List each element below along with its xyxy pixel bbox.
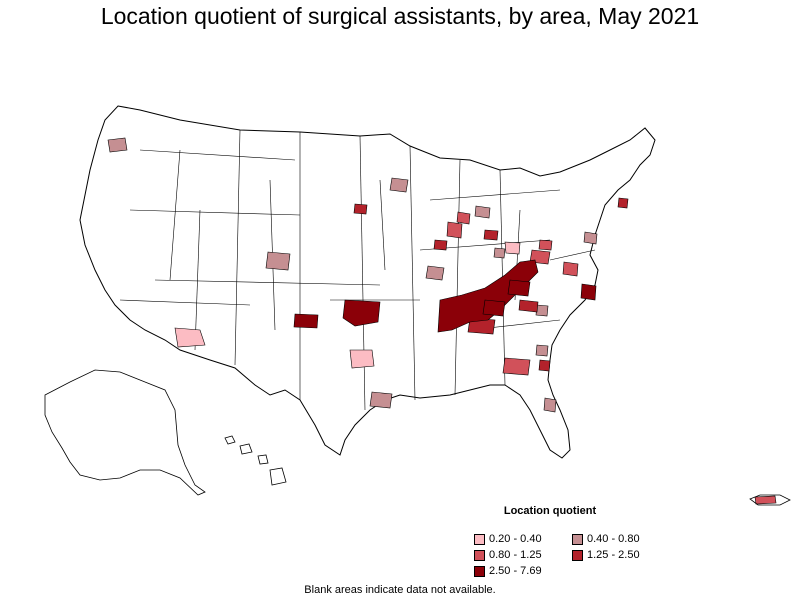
alaska-outline — [44, 369, 206, 496]
legend-label: 0.20 - 0.40 — [489, 533, 542, 545]
area-st-louis — [433, 239, 448, 251]
area-florida — [543, 397, 557, 413]
legend-item-4: 2.50 - 7.69 — [470, 564, 568, 578]
map-title: Location quotient of surgical assistants… — [100, 3, 700, 29]
legend-swatch — [474, 533, 485, 545]
area-michigan — [483, 229, 499, 241]
area-virginia — [562, 261, 579, 277]
legend-item-1: 0.40 - 0.80 — [568, 532, 666, 546]
area-ohio-west — [493, 247, 506, 259]
area-knoxville — [507, 279, 531, 297]
area-phoenix — [174, 327, 206, 348]
legend-swatch — [572, 533, 583, 545]
legend-label: 0.40 - 0.80 — [587, 533, 640, 545]
puerto-rico-outline — [749, 494, 791, 506]
area-minnesota — [389, 177, 409, 193]
area-pennsylvania — [538, 239, 553, 251]
area-georgia — [535, 344, 549, 357]
area-wisconsin-south — [456, 211, 471, 225]
area-carolina-coast — [502, 357, 531, 376]
area-missouri — [425, 265, 445, 281]
legend-swatch — [474, 549, 485, 561]
area-maryland — [583, 231, 598, 245]
area-virginia-coast — [580, 283, 597, 301]
area-portland — [107, 137, 128, 153]
hawaii-islands — [224, 435, 287, 486]
area-chattanooga — [482, 299, 506, 317]
legend-label: 0.80 - 1.25 — [489, 549, 542, 561]
map-legend: Location quotient 0.20 - 0.40 0.40 - 0.8… — [470, 505, 670, 578]
legend-swatch — [474, 565, 485, 577]
colored-areas — [107, 137, 777, 505]
legend-item-0: 0.20 - 0.40 — [470, 532, 568, 546]
area-denver — [265, 251, 291, 271]
area-massachusetts — [617, 197, 629, 209]
area-puerto-rico — [754, 495, 777, 505]
area-charleston — [538, 359, 551, 372]
legend-item-2: 0.80 - 1.25 — [470, 548, 568, 562]
area-illinois — [446, 221, 463, 239]
area-amarillo — [293, 313, 319, 329]
legend-item-3: 1.25 - 2.50 — [568, 548, 666, 562]
area-oklahoma — [342, 299, 381, 327]
legend-label: 2.50 - 7.69 — [489, 565, 542, 577]
area-dallas — [349, 349, 375, 369]
area-houston — [369, 391, 393, 409]
legend-swatch — [572, 549, 583, 561]
area-indiana — [474, 205, 491, 219]
data-note: Blank areas indicate data not available. — [304, 584, 496, 596]
area-tennessee-east — [518, 299, 539, 313]
area-ohio-south — [504, 241, 521, 255]
area-wisconsin — [353, 203, 368, 215]
legend-title: Location quotient — [503, 505, 597, 517]
legend-label: 1.25 - 2.50 — [587, 549, 640, 561]
